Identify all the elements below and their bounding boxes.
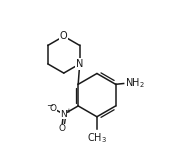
Text: NH$_2$: NH$_2$ — [125, 77, 145, 90]
Text: N: N — [76, 59, 83, 69]
Text: +: + — [65, 108, 71, 114]
Text: −: − — [46, 101, 53, 110]
Text: O: O — [50, 104, 57, 113]
Text: N: N — [60, 110, 67, 119]
Text: O: O — [60, 31, 68, 41]
Text: O: O — [58, 124, 66, 133]
Text: CH$_3$: CH$_3$ — [87, 131, 107, 145]
